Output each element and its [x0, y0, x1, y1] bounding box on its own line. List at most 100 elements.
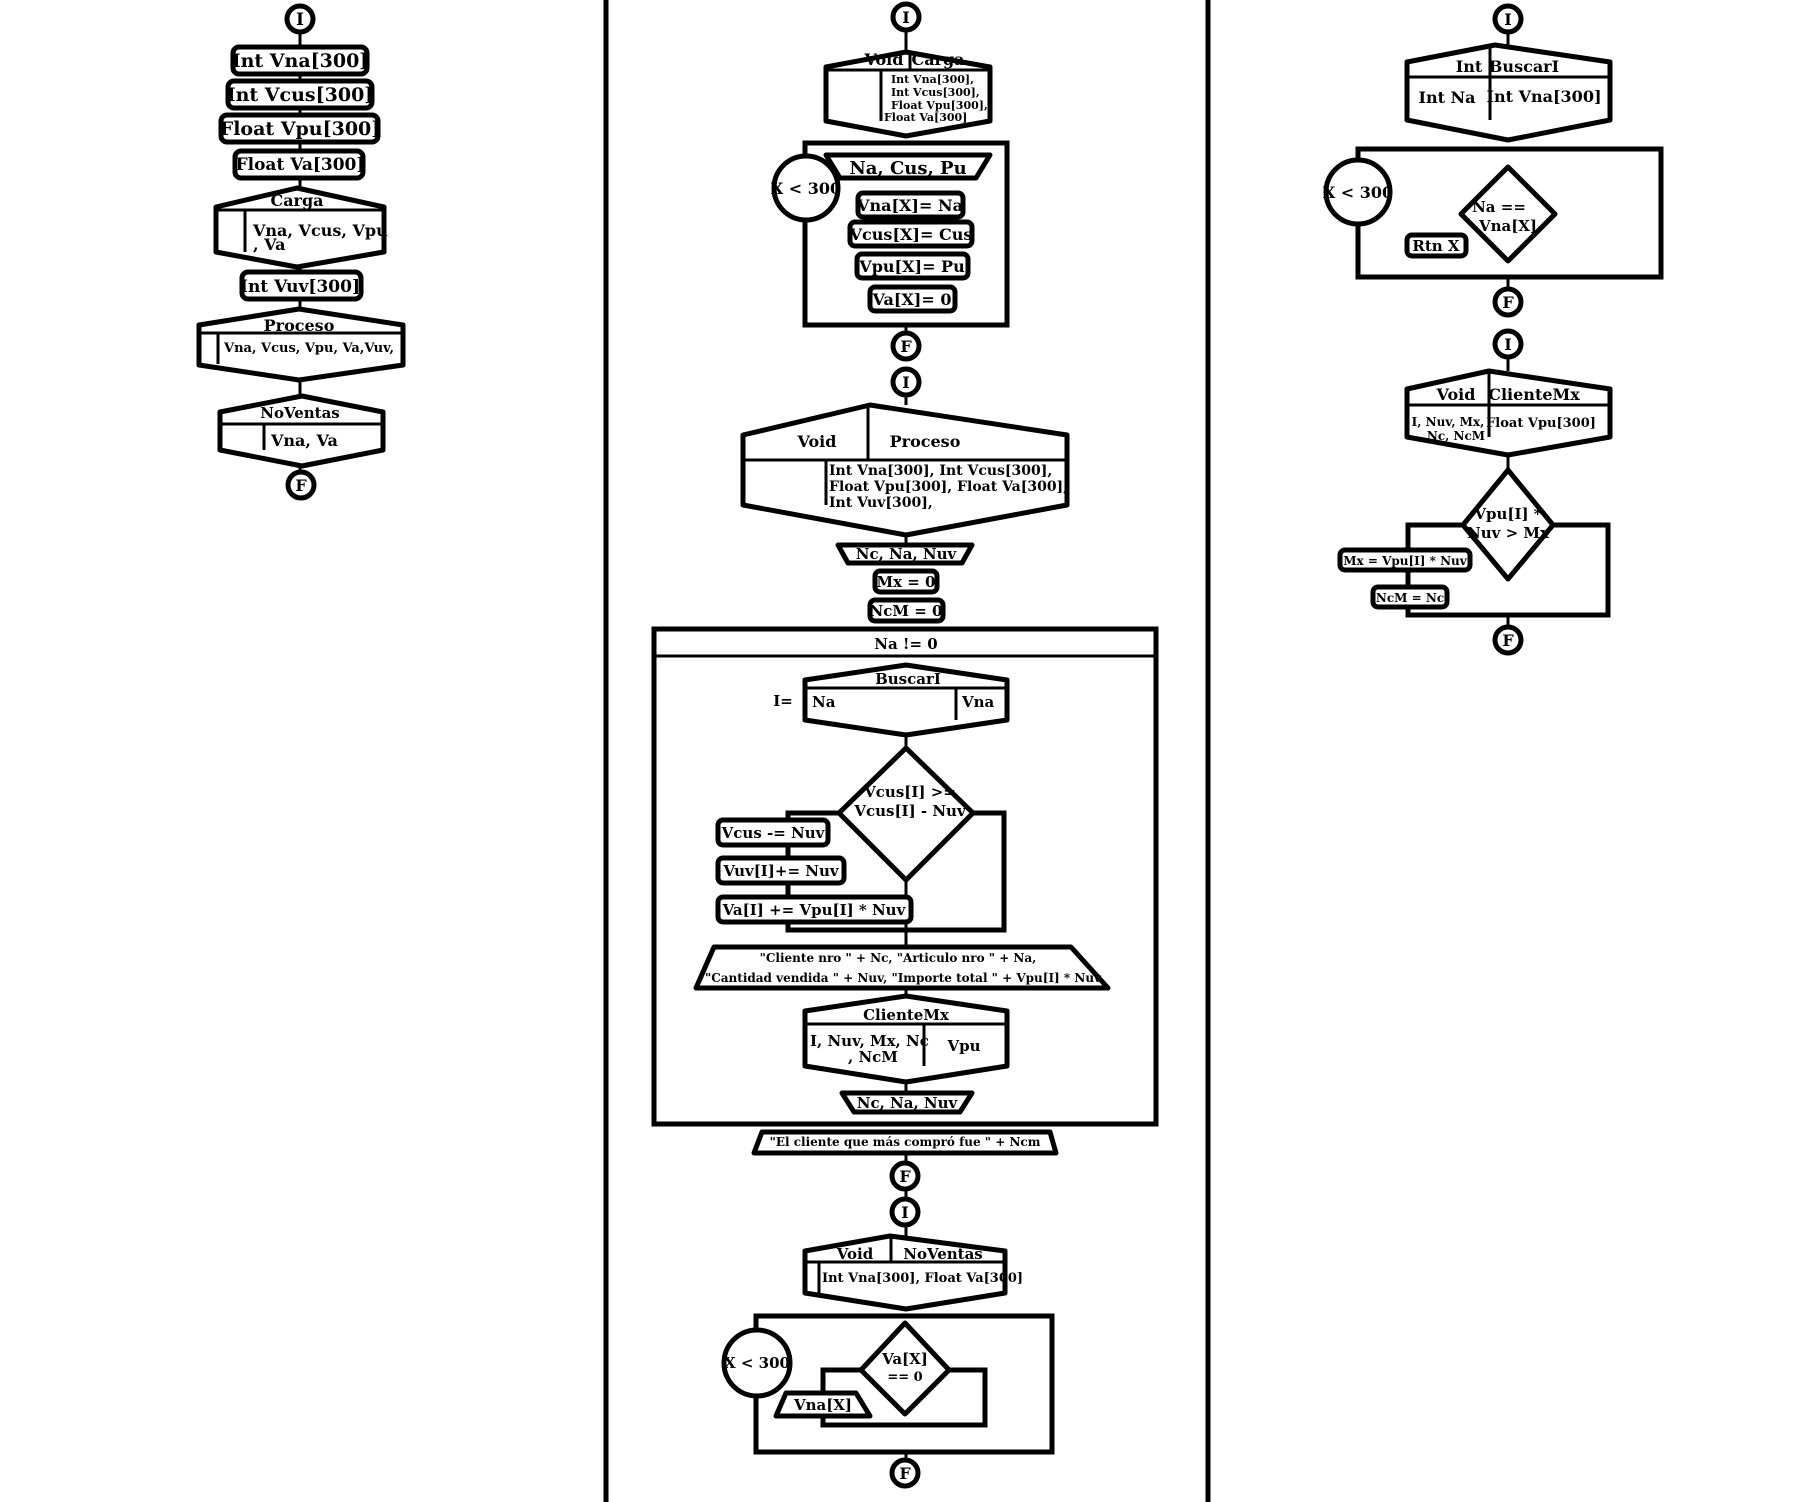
carga-start-terminal: I	[890, 1, 922, 33]
svg-text:Nc, NcM: Nc, NcM	[1427, 429, 1485, 443]
svg-text:"El cliente que más compró fue: "El cliente que más compró fue " + Ncm	[770, 1135, 1041, 1149]
svg-text:F: F	[900, 337, 912, 356]
svg-text:I: I	[1504, 10, 1511, 29]
clientemx-end-terminal: F	[1492, 624, 1524, 656]
noventas-function: I Void NoVentas Int Vna[300], Float Va[3…	[721, 1188, 1055, 1489]
carga-function: I Void Carga Int Vna[300], Int Vcus[300]…	[771, 1, 1010, 362]
svg-text:NcM = Nc: NcM = Nc	[1376, 591, 1444, 605]
buscar-start-terminal: I	[1492, 3, 1524, 35]
svg-text:F: F	[1502, 293, 1514, 312]
svg-text:Void: Void	[864, 50, 904, 69]
svg-text:Int Vcus[300],: Int Vcus[300],	[891, 86, 980, 99]
carga-loop-circle: X < 300	[771, 153, 841, 223]
svg-text:NcM = 0: NcM = 0	[870, 602, 943, 620]
svg-text:Int Vna[300]: Int Vna[300]	[1486, 87, 1601, 106]
svg-text:Float Vpu[300]: Float Vpu[300]	[220, 118, 381, 140]
clientemx-assign-mx: Mx = Vpu[I] * Nuv	[1337, 547, 1473, 573]
start-terminal: I	[284, 3, 316, 35]
carga-header: Void Carga Int Vna[300], Int Vcus[300], …	[823, 49, 993, 139]
clientemx-start-terminal: I	[1492, 328, 1524, 360]
svg-text:Float Va[300]: Float Va[300]	[236, 155, 365, 175]
proceso-init-ncm: NcM = 0	[867, 597, 946, 624]
svg-text:Vna, Vcus, Vpu, Va,Vuv,: Vna, Vcus, Vpu, Va,Vuv,	[223, 341, 394, 356]
proceso-start-terminal: I	[890, 366, 922, 398]
noventas-end-terminal: F	[889, 1457, 921, 1489]
svg-text:Vcus -= Nuv: Vcus -= Nuv	[721, 824, 826, 842]
svg-text:Na: Na	[812, 693, 836, 711]
svg-text:Int Vna[300],: Int Vna[300],	[891, 73, 974, 86]
proceso-op-vcus: Vcus -= Nuv	[715, 817, 831, 848]
svg-text:I: I	[1504, 335, 1511, 354]
carga-assign-pu: Vpu[X]= Pu	[854, 251, 971, 281]
buscar-function: I Int BuscarI Int Na Int Vna[300] X < 30…	[1323, 3, 1664, 318]
main-program: I Int Vna[300] Int Vcus[300] Float Vpu[3…	[196, 3, 406, 501]
svg-text:NoVentas: NoVentas	[260, 404, 340, 422]
carga-assign-cus: Vcus[X]= Cus	[847, 219, 975, 249]
svg-text:Int Vna[300]: Int Vna[300]	[232, 50, 369, 72]
clientemx-assign-ncm: NcM = Nc	[1370, 584, 1450, 610]
svg-text:BuscarI: BuscarI	[1489, 57, 1559, 76]
svg-text:, Va: , Va	[253, 235, 285, 254]
svg-text:Int Vuv[300]: Int Vuv[300]	[240, 277, 360, 297]
svg-text:"Cliente nro " + Nc, "Articulo: "Cliente nro " + Nc, "Articulo nro " + N…	[760, 951, 1037, 965]
svg-text:ClienteMx: ClienteMx	[1488, 385, 1580, 404]
svg-text:Va[I] += Vpu[I] * Nuv: Va[I] += Vpu[I] * Nuv	[722, 901, 907, 919]
svg-text:I: I	[901, 1203, 908, 1222]
svg-text:I: I	[902, 8, 909, 27]
declaration-vpu: Float Vpu[300]	[218, 112, 381, 145]
declaration-va: Float Va[300]	[232, 148, 366, 181]
svg-text:Int Vcus[300]: Int Vcus[300]	[227, 84, 374, 106]
declaration-vuv: Int Vuv[300]	[239, 269, 364, 302]
buscar-header: Int BuscarI Int Na Int Vna[300]	[1404, 42, 1613, 143]
call-proceso: Proceso Vna, Vcus, Vpu, Va,Vuv,	[196, 306, 406, 383]
svg-text:Vna[X]= Na: Vna[X]= Na	[856, 196, 963, 215]
svg-text:Vuv[I]+= Nuv: Vuv[I]+= Nuv	[722, 862, 839, 880]
svg-text:X < 300: X < 300	[724, 1354, 790, 1372]
svg-text:BuscarI: BuscarI	[875, 670, 941, 688]
svg-text:Vna[X]: Vna[X]	[1478, 217, 1537, 235]
svg-text:I=: I=	[773, 692, 793, 710]
svg-text:Vna: Vna	[961, 693, 995, 711]
clientemx-function: I Void ClienteMx I, Nuv, Mx, Nc, NcM Flo…	[1337, 328, 1613, 656]
svg-text:Vna[X]: Vna[X]	[793, 1396, 852, 1414]
proceso-end-terminal: F	[889, 1160, 921, 1192]
declaration-vna: Int Vna[300]	[230, 44, 370, 77]
proceso-function: I Void Proceso Int Vna[300], Int Vcus[30…	[651, 366, 1159, 1192]
svg-text:Vpu: Vpu	[946, 1037, 980, 1055]
svg-text:F: F	[295, 476, 307, 495]
svg-text:Void: Void	[1436, 385, 1476, 404]
proceso-print-sale: "Cliente nro " + Nc, "Articulo nro " + N…	[693, 944, 1111, 991]
proceso-header: Void Proceso Int Vna[300], Int Vcus[300]…	[740, 402, 1070, 538]
clientemx-decision: Vpu[I] * Nuv > Mx	[1405, 467, 1611, 618]
svg-text:F: F	[899, 1464, 911, 1483]
svg-text:Int Vna[300], Int Vcus[300],: Int Vna[300], Int Vcus[300],	[829, 463, 1052, 479]
svg-text:Int: Int	[1456, 57, 1483, 76]
svg-text:Float Vpu[300], Float Va[300],: Float Vpu[300], Float Va[300],	[829, 479, 1068, 495]
svg-text:X < 300: X < 300	[771, 179, 841, 198]
svg-text:Nuv > Mx: Nuv > Mx	[1467, 524, 1550, 542]
proceso-read-1: Nc, Na, Nuv	[835, 542, 975, 566]
svg-text:ClienteMx: ClienteMx	[863, 1006, 950, 1024]
svg-text:Void: Void	[797, 432, 837, 451]
proceso-op-vuv: Vuv[I]+= Nuv	[715, 855, 847, 886]
svg-text:Vpu[I] *: Vpu[I] *	[1473, 505, 1541, 523]
svg-text:X < 300: X < 300	[1323, 183, 1393, 202]
while-condition: Na != 0	[874, 635, 937, 653]
proceso-read-2: Nc, Na, Nuv	[839, 1090, 975, 1115]
svg-text:Va[X]: Va[X]	[881, 1350, 928, 1368]
svg-text:Vpu[X]= Pu: Vpu[X]= Pu	[858, 257, 965, 276]
carga-end-terminal: F	[890, 330, 922, 362]
noventas-output: Vna[X]	[773, 1390, 873, 1419]
svg-text:I: I	[296, 10, 304, 30]
carga-read: Na, Cus, Pu	[823, 152, 993, 181]
svg-text:Na ==: Na ==	[1472, 198, 1526, 216]
svg-text:Nc, Na, Nuv: Nc, Na, Nuv	[857, 1094, 959, 1112]
noventas-header: Void NoVentas Int Vna[300], Float Va[300…	[802, 1233, 1023, 1312]
svg-text:I: I	[902, 373, 909, 392]
svg-text:Carga: Carga	[911, 50, 964, 69]
carga-assign-va: Va[X]= 0	[867, 284, 958, 314]
svg-text:Vna, Vcus, Vpu: Vna, Vcus, Vpu	[252, 221, 388, 240]
svg-text:Proceso: Proceso	[890, 432, 961, 451]
noventas-loop-circle: X < 300	[721, 1327, 793, 1399]
